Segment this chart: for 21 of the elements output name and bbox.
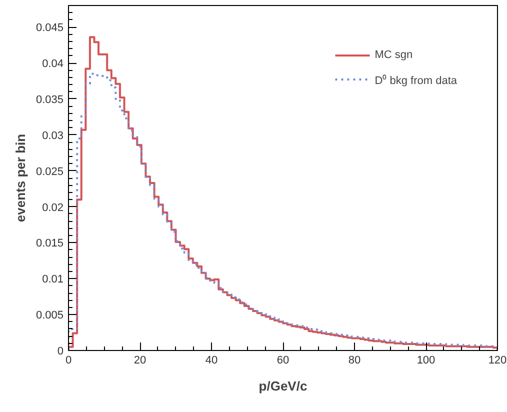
- x-tick-label: 120: [488, 354, 507, 366]
- x-tick-label: 0: [65, 354, 72, 366]
- x-axis-title: p/GeV/c: [258, 378, 308, 394]
- y-tick-label: 0.015: [36, 238, 64, 250]
- y-tick-label: 0.01: [42, 274, 64, 286]
- legend-label: MC sgn: [374, 49, 413, 61]
- y-axis-title: events per bin: [12, 134, 28, 222]
- y-tick-label: 0.045: [36, 22, 64, 34]
- x-tick-label: 60: [276, 354, 290, 366]
- y-tick-label: 0: [57, 346, 64, 358]
- x-tick-label: 80: [348, 354, 361, 366]
- y-tick-label: 0.04: [42, 58, 64, 70]
- y-tick-label: 0.025: [36, 166, 64, 178]
- y-tick-label: 0.03: [42, 130, 64, 142]
- x-tick-label: 20: [134, 354, 146, 366]
- y-tick-label: 0.005: [36, 310, 64, 322]
- legend-label: D⁰ bkg from data: [374, 74, 457, 86]
- x-tick-label: 40: [205, 354, 218, 366]
- x-tick-label: 100: [416, 354, 436, 366]
- y-tick-label: 0.035: [36, 94, 64, 106]
- y-tick-label: 0.02: [42, 202, 64, 214]
